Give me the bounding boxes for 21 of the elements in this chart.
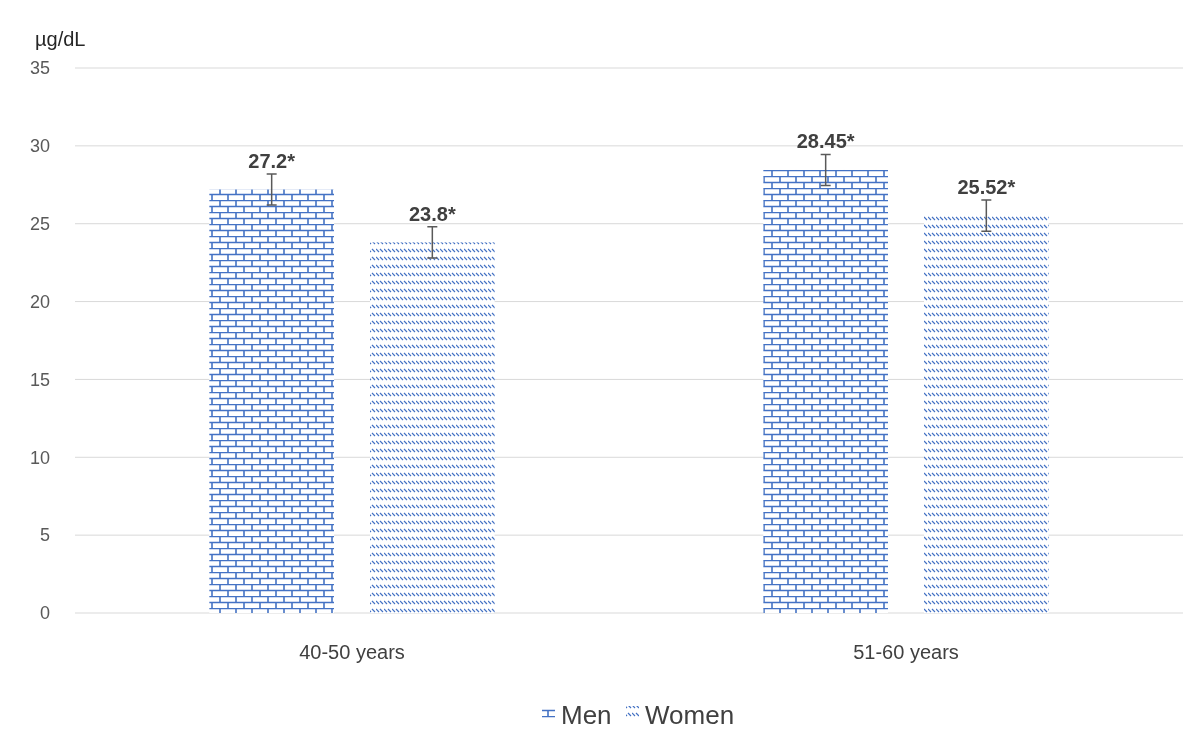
y-tick-label: 0 [39, 603, 50, 624]
x-tick-label: 40-50 years [299, 641, 405, 663]
y-tick-label: 5 [39, 525, 50, 546]
data-label: 28.45* [796, 130, 855, 153]
y-tick-label: 35 [29, 58, 50, 79]
y-tick-label: 30 [29, 136, 50, 157]
y-axis-title: µg/dL [35, 28, 86, 50]
bar [370, 242, 495, 613]
data-label: 27.2* [248, 149, 296, 172]
bar [763, 169, 888, 613]
x-tick-label: 51-60 years [853, 641, 959, 663]
legend-label: Men [561, 700, 612, 731]
bar [209, 189, 334, 613]
data-label: 25.52* [957, 176, 1016, 199]
data-label: 23.8* [408, 202, 456, 225]
bar [924, 215, 1049, 613]
y-tick-label: 20 [29, 291, 50, 312]
y-tick-label: 15 [29, 369, 50, 390]
y-tick-label: 25 [29, 214, 50, 235]
y-tick-label: 10 [29, 447, 50, 468]
legend-label: Women [645, 700, 735, 731]
